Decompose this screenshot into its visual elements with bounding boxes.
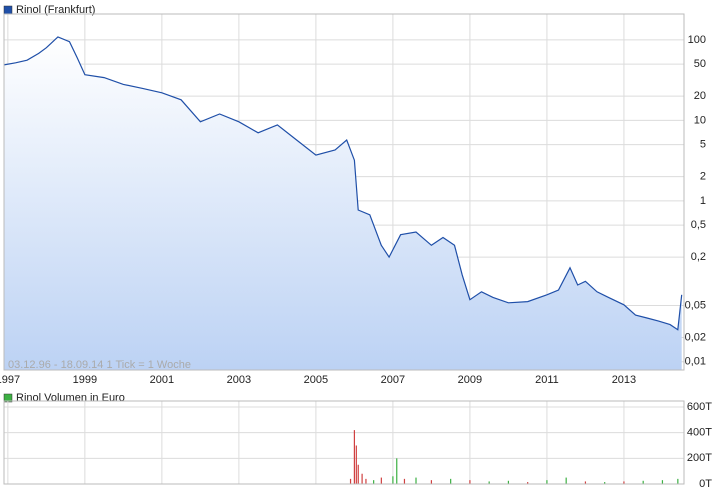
volume-bar bbox=[584, 481, 587, 484]
volume-bar bbox=[450, 478, 452, 484]
volume-bar bbox=[546, 480, 548, 484]
y-tick-label: 0T bbox=[699, 478, 712, 490]
volume-bar bbox=[469, 480, 471, 484]
volume-bar bbox=[396, 458, 398, 484]
x-tick-label: 2003 bbox=[227, 374, 251, 386]
volume-bar bbox=[357, 464, 359, 484]
volume-bar bbox=[527, 482, 529, 484]
x-tick-label: 1999 bbox=[73, 374, 97, 386]
volume-bar bbox=[380, 477, 382, 484]
volume-bar bbox=[392, 476, 394, 484]
volume-bar bbox=[415, 477, 417, 484]
y-tick-label: 100 bbox=[688, 34, 706, 46]
volume-bar bbox=[565, 477, 567, 484]
volume-bar bbox=[430, 480, 433, 484]
volume-bar bbox=[373, 480, 375, 484]
y-tick-label: 0,02 bbox=[685, 331, 706, 343]
plot-frame bbox=[3, 13, 685, 371]
volume-bar bbox=[642, 480, 644, 484]
volume-bar bbox=[661, 480, 664, 484]
x-tick-label: 2007 bbox=[381, 374, 405, 386]
plot-frame bbox=[3, 400, 685, 485]
x-tick-label: 2011 bbox=[535, 374, 559, 386]
volume-panel: 0T 200T 400T 600T bbox=[3, 400, 712, 490]
x-tick-label: 1997 bbox=[0, 374, 20, 386]
y-tick-label: 0,5 bbox=[691, 219, 706, 231]
price-line bbox=[3, 36, 683, 331]
volume-bar bbox=[355, 445, 357, 484]
y-tick-label: 20 bbox=[694, 90, 706, 102]
y-tick-label: 0,01 bbox=[685, 356, 706, 368]
footnote: 03.12.96 - 18.09.14 1 Tick = 1 Woche bbox=[8, 359, 191, 371]
y-tick-label: 1 bbox=[700, 195, 706, 207]
y-tick-label: 200T bbox=[687, 452, 712, 464]
volume-bar bbox=[677, 478, 679, 484]
y-tick-label: 5 bbox=[700, 139, 706, 151]
legend-swatch bbox=[3, 5, 13, 15]
volume-bar bbox=[349, 478, 352, 484]
x-tick-label: 2009 bbox=[458, 374, 482, 386]
y-tick-label: 0,2 bbox=[691, 251, 706, 263]
y-tick-label: 0,05 bbox=[685, 299, 706, 311]
volume-bar bbox=[507, 480, 510, 484]
y-tick-label: 400T bbox=[687, 427, 712, 439]
volume-bar bbox=[488, 481, 490, 484]
y-tick-label: 50 bbox=[694, 58, 706, 70]
volume-bar bbox=[604, 482, 606, 484]
legend-label: Rinol Volumen in Euro bbox=[16, 392, 125, 404]
y-tick-label: 600T bbox=[687, 401, 712, 413]
x-tick-label: 2013 bbox=[612, 374, 636, 386]
volume-bar bbox=[403, 478, 406, 484]
volume-bar bbox=[361, 473, 363, 484]
y-tick-label: 2 bbox=[700, 171, 706, 183]
y-tick-label: 10 bbox=[694, 114, 706, 126]
volume-bar bbox=[353, 430, 355, 484]
price-area bbox=[4, 36, 682, 371]
legend-label: Rinol (Frankfurt) bbox=[16, 4, 95, 16]
x-tick-label: 2001 bbox=[150, 374, 174, 386]
volume-bar bbox=[623, 481, 625, 484]
price-panel: 1997 1999 2001 2003 2005 2007 2009 2011 2013 100 5… bbox=[0, 13, 706, 386]
volume-bar bbox=[365, 478, 367, 484]
x-tick-label: 2005 bbox=[304, 374, 328, 386]
